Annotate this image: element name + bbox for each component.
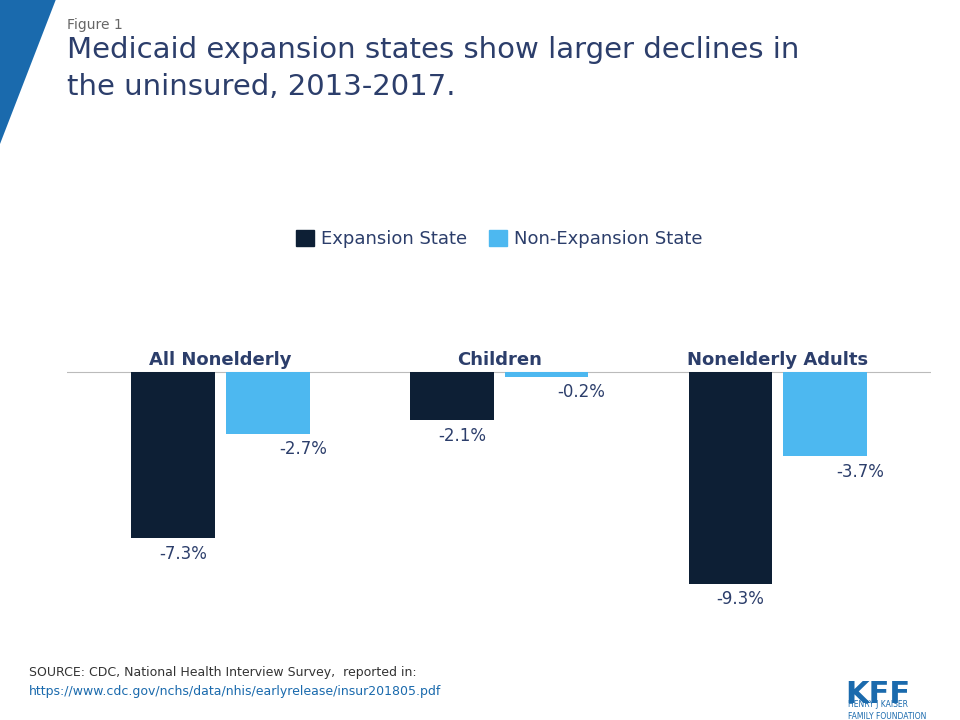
Text: All Nonelderly: All Nonelderly — [149, 351, 292, 369]
Text: https://www.cdc.gov/nchs/data/nhis/earlyrelease/insur201805.pdf: https://www.cdc.gov/nchs/data/nhis/early… — [29, 685, 442, 698]
Bar — [688, 372, 773, 584]
Text: -2.1%: -2.1% — [438, 427, 486, 445]
Bar — [783, 372, 867, 456]
Bar — [226, 372, 310, 433]
Bar — [505, 372, 588, 377]
Text: Figure 1: Figure 1 — [67, 18, 123, 32]
Bar — [132, 372, 215, 538]
Bar — [410, 372, 493, 420]
Text: the uninsured, 2013-2017.: the uninsured, 2013-2017. — [67, 73, 456, 102]
Text: Nonelderly Adults: Nonelderly Adults — [687, 351, 869, 369]
Legend: Expansion State, Non-Expansion State: Expansion State, Non-Expansion State — [289, 223, 709, 256]
Text: -7.3%: -7.3% — [159, 545, 207, 563]
Text: KFF: KFF — [845, 680, 910, 709]
Text: -0.2%: -0.2% — [558, 384, 606, 402]
Text: Medicaid expansion states show larger declines in: Medicaid expansion states show larger de… — [67, 36, 800, 64]
Text: SOURCE: CDC, National Health Interview Survey,  reported in:: SOURCE: CDC, National Health Interview S… — [29, 666, 417, 679]
Text: Children: Children — [457, 351, 541, 369]
Text: -3.7%: -3.7% — [836, 463, 884, 481]
Text: -2.7%: -2.7% — [279, 441, 327, 459]
Text: -9.3%: -9.3% — [716, 590, 764, 608]
Text: HENRY J KAISER
FAMILY FOUNDATION: HENRY J KAISER FAMILY FOUNDATION — [848, 700, 926, 720]
